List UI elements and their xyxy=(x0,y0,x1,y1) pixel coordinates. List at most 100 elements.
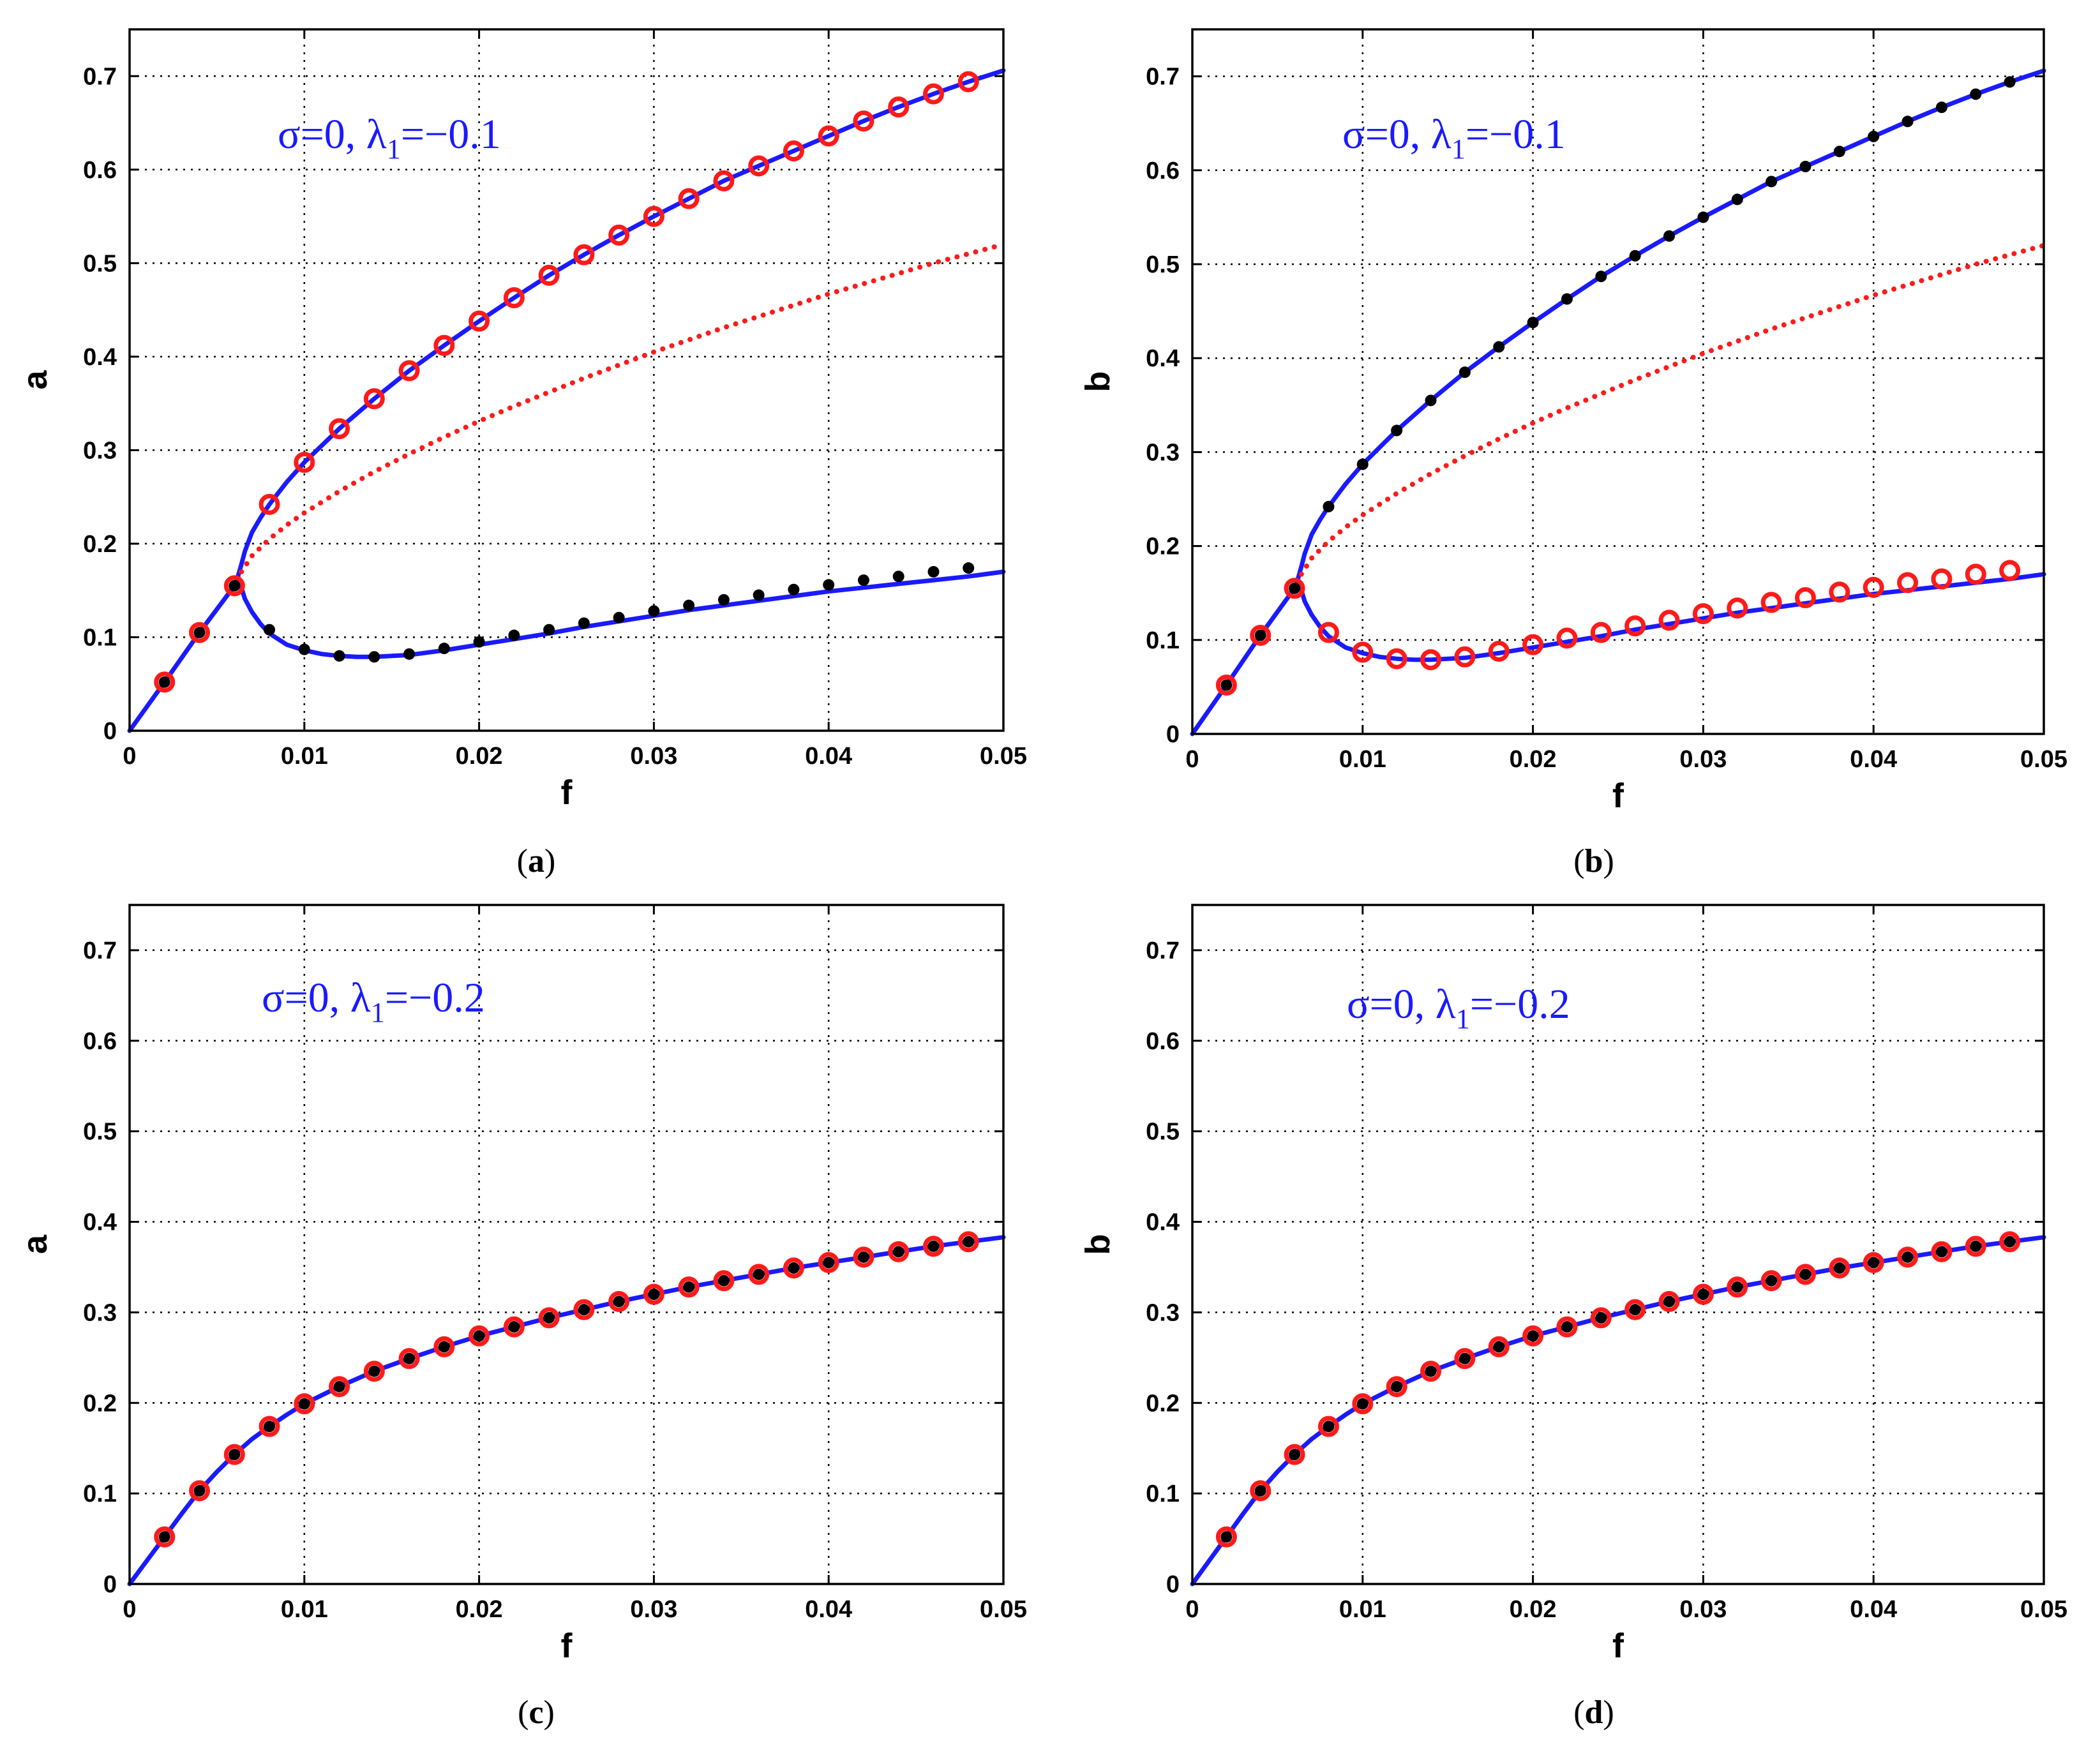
marker-open-circle xyxy=(433,1336,455,1357)
marker-open-circle xyxy=(1760,1270,1782,1292)
marker-filled-dot xyxy=(158,1531,170,1543)
panel-caption: (b) xyxy=(1573,843,1614,879)
marker-open-circle xyxy=(1658,1290,1680,1312)
panel-c: 0 0.01 0.02 0.03 0.04 0.05 0 0.1 0.2 0.3 0.4 0.5 0.6… xyxy=(16,904,1027,1731)
caption-close: ) xyxy=(1603,1694,1614,1731)
marker-open-circle xyxy=(363,388,385,410)
marker-open-circle xyxy=(1624,615,1646,637)
marker-open-circle xyxy=(573,244,595,265)
marker-filled-dot xyxy=(1561,293,1573,305)
y-axis-label: a xyxy=(16,1234,54,1254)
y-tick-label: 0.7 xyxy=(83,937,117,964)
panel-d: 0 0.01 0.02 0.03 0.04 0.05 0 0.1 0.2 0.3 0.4 0.5 0.6… xyxy=(1079,904,2067,1731)
x-tick-label: 0.03 xyxy=(1679,1596,1727,1623)
marker-open-circle xyxy=(1624,1299,1646,1320)
marker-filled-dot xyxy=(823,1257,835,1269)
y-tick-label: 0 xyxy=(103,1571,117,1598)
marker-open-circle xyxy=(853,1246,874,1268)
marker-filled-dot xyxy=(613,611,625,624)
marker-open-circle xyxy=(1454,646,1476,668)
marker-open-circle xyxy=(1250,624,1271,646)
marker-filled-dot xyxy=(1356,458,1369,470)
marker-open-circle xyxy=(643,205,664,227)
annotation-prefix: σ=0, λ xyxy=(1347,981,1456,1027)
marker-open-circle xyxy=(1863,576,1884,598)
marker-filled-dot xyxy=(158,676,170,688)
marker-filled-dot xyxy=(193,1484,206,1497)
marker-open-circle xyxy=(1386,648,1407,669)
y-tick-label: 0.4 xyxy=(83,344,117,371)
marker-filled-dot xyxy=(1731,193,1743,205)
marker-open-circle xyxy=(1999,560,2021,581)
marker-open-circle xyxy=(643,1283,664,1305)
marker-filled-dot xyxy=(1629,250,1641,262)
marker-filled-dot xyxy=(473,636,485,648)
panel-b: 0 0.01 0.02 0.03 0.04 0.05 0 0.1 0.2 0.3 0.4 0.5 0.6… xyxy=(1079,28,2067,879)
marker-filled-dot xyxy=(1561,1321,1573,1333)
x-tick-label: 0.02 xyxy=(1510,1596,1557,1623)
marker-filled-dot xyxy=(1766,176,1778,188)
marker-filled-dot xyxy=(1459,366,1471,378)
marker-filled-dot xyxy=(543,1311,555,1324)
marker-filled-dot xyxy=(438,1341,450,1353)
plot-frame xyxy=(1191,904,2045,1585)
series-line xyxy=(1190,1235,2046,1587)
marker-filled-dot xyxy=(892,1246,904,1258)
caption-letter: b xyxy=(1585,843,1603,879)
marker-filled-dot xyxy=(683,1281,695,1293)
marker-open-circle xyxy=(1556,627,1578,649)
marker-open-circle xyxy=(1284,1444,1305,1465)
marker-open-circle xyxy=(398,1348,420,1370)
y-tick-label: 0.1 xyxy=(1146,627,1180,654)
x-tick-label: 0 xyxy=(123,1596,136,1623)
x-tick-label: 0.01 xyxy=(281,743,328,770)
marker-filled-dot xyxy=(963,562,975,574)
marker-filled-dot xyxy=(1527,317,1539,329)
marker-open-circle xyxy=(713,1270,735,1292)
marker-open-circle xyxy=(1590,622,1612,643)
marker-filled-dot xyxy=(473,1330,485,1342)
marker-open-circle xyxy=(1829,1257,1850,1279)
y-tick-label: 0 xyxy=(1166,1571,1180,1598)
marker-filled-dot xyxy=(543,624,555,636)
x-tick-label: 0.03 xyxy=(630,743,677,770)
marker-open-circle xyxy=(1215,1526,1237,1548)
x-tick-label: 0.05 xyxy=(2020,746,2067,773)
x-tick-label: 0.04 xyxy=(805,743,852,770)
marker-filled-dot xyxy=(753,1268,765,1280)
grid xyxy=(130,905,1003,1584)
x-axis-label: f xyxy=(561,773,573,812)
marker-open-circle xyxy=(503,287,525,309)
series-line xyxy=(1190,68,2046,736)
parameter-annotation: σ=0, λ1=−0.1 xyxy=(1342,111,1566,165)
marker-filled-dot xyxy=(648,1289,660,1301)
x-tick-label: 0 xyxy=(1185,746,1199,773)
y-tick-label: 0.7 xyxy=(83,63,117,90)
marker-open-circle xyxy=(1965,1236,1986,1257)
marker-filled-dot xyxy=(1323,1421,1335,1433)
marker-open-circle xyxy=(154,671,176,693)
annotation-prefix: σ=0, λ xyxy=(262,975,371,1021)
y-tick-label: 0.2 xyxy=(83,531,117,558)
x-tick-label: 0.02 xyxy=(456,1596,503,1623)
y-tick-label: 0.6 xyxy=(1146,158,1180,184)
caption-open: ( xyxy=(517,843,528,879)
marker-filled-dot xyxy=(1289,1449,1301,1461)
y-tick-label: 0.4 xyxy=(1146,1209,1180,1236)
marker-open-circle xyxy=(957,71,979,93)
caption-open: ( xyxy=(518,1694,529,1731)
marker-filled-dot xyxy=(1595,1311,1607,1324)
y-tick-label: 0.7 xyxy=(1146,937,1180,964)
marker-filled-dot xyxy=(2004,1236,2016,1248)
marker-open-circle xyxy=(1760,592,1782,613)
marker-open-circle xyxy=(1488,640,1510,662)
marker-filled-dot xyxy=(963,1236,975,1248)
marker-open-circle xyxy=(818,1251,839,1273)
marker-open-circle xyxy=(1317,622,1339,643)
marker-open-circle xyxy=(1250,1480,1271,1502)
caption-letter: c xyxy=(529,1694,543,1731)
marker-open-circle xyxy=(1692,1283,1714,1305)
marker-open-circle xyxy=(259,1416,280,1437)
marker-filled-dot xyxy=(717,1274,730,1287)
